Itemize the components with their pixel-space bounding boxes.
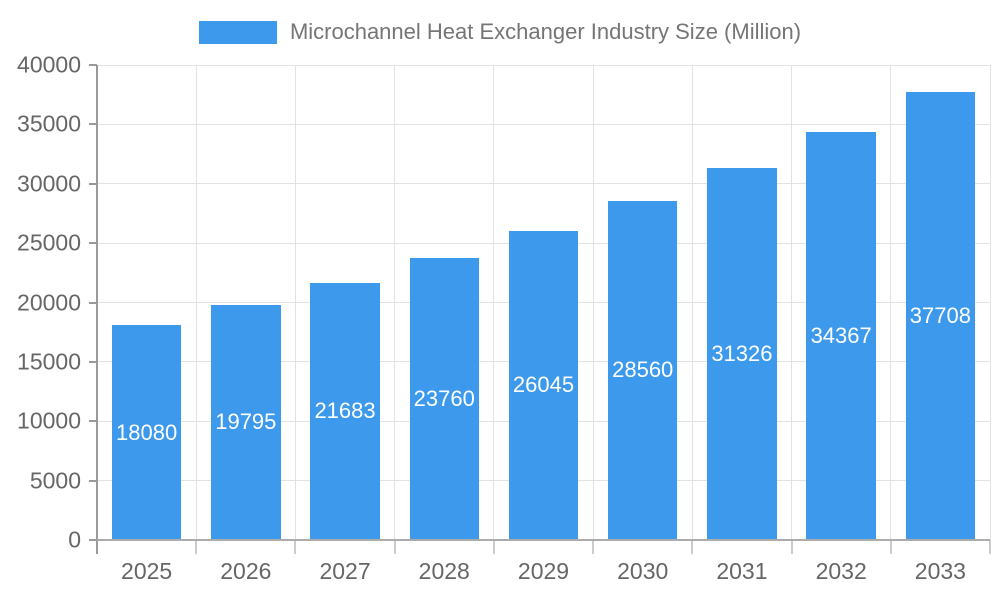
bar-2031: 31326 — [707, 168, 777, 540]
y-axis-tick — [89, 301, 97, 304]
y-axis-line — [96, 65, 98, 554]
y-axis-label: 25000 — [17, 229, 81, 256]
y-axis-label: 15000 — [17, 348, 81, 375]
bar-value-label: 28560 — [612, 357, 674, 383]
x-axis-tick — [492, 540, 495, 554]
gridline-vertical — [592, 65, 594, 540]
x-axis-label: 2026 — [220, 558, 272, 584]
y-axis-tick — [89, 360, 97, 363]
x-axis-tick — [691, 540, 694, 554]
gridline-vertical — [691, 65, 693, 540]
bar-2033: 37708 — [905, 92, 976, 540]
bar-2028: 23760 — [409, 257, 479, 540]
bar-value-label: 23760 — [413, 385, 475, 411]
x-axis-label: 2032 — [815, 558, 867, 584]
x-axis-label: 2027 — [319, 558, 371, 584]
gridline-vertical — [989, 65, 991, 540]
y-axis-tick — [89, 479, 97, 482]
y-axis-tick — [89, 182, 97, 185]
x-axis-label: 2029 — [517, 558, 570, 584]
y-axis-label: 35000 — [17, 110, 81, 137]
gridline-vertical — [493, 65, 495, 540]
x-axis-label: 2031 — [716, 558, 768, 584]
y-axis-label: 0 — [68, 526, 81, 553]
x-axis-tick — [889, 540, 892, 554]
y-axis-label: 40000 — [17, 51, 81, 78]
x-axis-label: 2030 — [617, 558, 669, 584]
x-axis-tick — [989, 540, 991, 554]
y-axis-tick — [89, 420, 97, 423]
x-axis-label: 2033 — [914, 558, 966, 584]
bar-value-label: 34367 — [810, 322, 872, 348]
x-axis-label: 2028 — [418, 558, 470, 584]
x-axis-label: 2025 — [121, 558, 173, 584]
x-axis-tick — [790, 540, 793, 554]
x-axis-tick — [592, 540, 595, 554]
bar-2029: 26045 — [508, 230, 579, 540]
gridline-vertical — [791, 65, 793, 540]
x-axis-tick — [195, 540, 198, 554]
y-axis-label: 10000 — [17, 407, 81, 434]
gridline-horizontal — [97, 183, 990, 185]
chart-legend[interactable]: Microchannel Heat Exchanger Industry Siz… — [0, 19, 1000, 45]
x-axis-line — [97, 539, 990, 541]
bar-value-label: 31326 — [711, 340, 773, 366]
y-axis-tick — [89, 64, 97, 66]
y-axis-label: 30000 — [17, 170, 81, 197]
bar-2026: 19795 — [211, 304, 281, 540]
bar-2030: 28560 — [607, 200, 678, 540]
gridline-horizontal — [97, 123, 990, 125]
y-axis-label: 20000 — [17, 289, 81, 315]
bar-2025: 18080 — [111, 325, 182, 540]
y-axis-label: 5000 — [29, 467, 81, 494]
bar-2032: 34367 — [806, 131, 876, 540]
bar-value-label: 21683 — [314, 398, 376, 424]
y-axis-tick — [89, 123, 97, 126]
bar-value-label: 26045 — [512, 372, 575, 398]
x-axis-tick — [393, 540, 396, 554]
bar-value-label: 37708 — [909, 303, 971, 329]
gridline-vertical — [890, 65, 892, 540]
y-axis-tick — [89, 242, 97, 245]
gridline-vertical — [294, 65, 296, 540]
x-axis-tick — [294, 540, 297, 554]
gridline-horizontal — [97, 64, 990, 66]
gridline-vertical — [394, 65, 396, 540]
legend-label: Microchannel Heat Exchanger Industry Siz… — [289, 19, 802, 44]
y-axis-tick — [89, 539, 97, 541]
bar-2027: 21683 — [310, 282, 380, 540]
bar-value-label: 18080 — [116, 419, 178, 445]
gridline-vertical — [195, 65, 197, 540]
legend-swatch — [198, 20, 277, 44]
bar-value-label: 19795 — [215, 409, 277, 435]
